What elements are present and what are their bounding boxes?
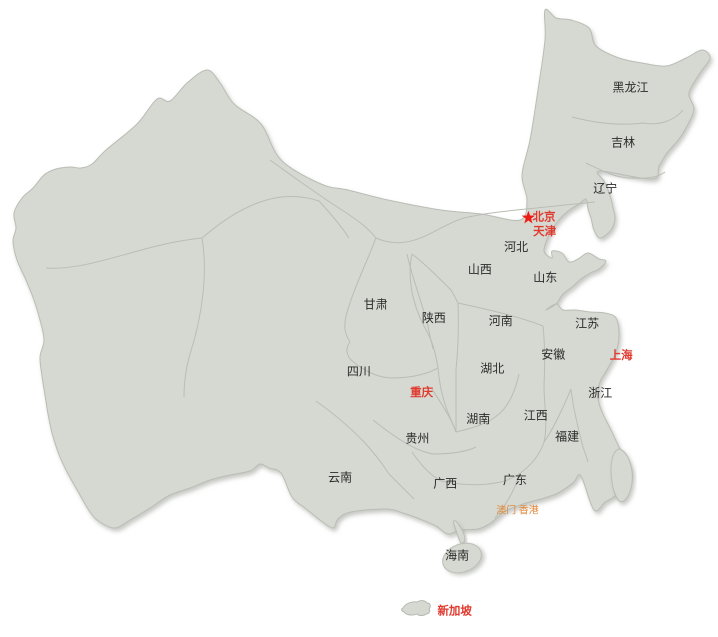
svg-text:甘肃: 甘肃: [364, 298, 388, 312]
svg-text:山东: 山东: [533, 271, 557, 285]
svg-text:新加坡: 新加坡: [437, 604, 472, 618]
svg-text:江苏: 江苏: [575, 317, 599, 331]
svg-text:浙江: 浙江: [588, 386, 612, 400]
svg-text:吉林: 吉林: [611, 136, 635, 150]
svg-text:海南: 海南: [445, 548, 469, 563]
svg-text:天津: 天津: [533, 224, 556, 238]
svg-text:陕西: 陕西: [422, 310, 446, 325]
svg-text:云南: 云南: [328, 470, 352, 485]
svg-text:江西: 江西: [524, 409, 548, 423]
svg-text:重庆: 重庆: [410, 385, 433, 399]
svg-text:山西: 山西: [468, 262, 492, 276]
svg-text:辽宁: 辽宁: [593, 181, 617, 196]
svg-text:广西: 广西: [433, 477, 457, 491]
svg-text:北京: 北京: [533, 210, 556, 224]
svg-text:广东: 广东: [503, 473, 527, 487]
svg-text:四川: 四川: [347, 364, 371, 378]
svg-text:香港: 香港: [519, 505, 539, 517]
svg-text:贵州: 贵州: [405, 431, 429, 445]
svg-text:河南: 河南: [489, 313, 513, 328]
svg-text:河北: 河北: [504, 240, 528, 254]
svg-text:上海: 上海: [610, 348, 633, 362]
svg-text:福建: 福建: [555, 429, 579, 444]
svg-text:湖南: 湖南: [466, 411, 490, 426]
svg-text:安徽: 安徽: [541, 347, 565, 362]
svg-text:黑龙江: 黑龙江: [612, 80, 648, 94]
svg-text:澳门: 澳门: [496, 504, 516, 517]
svg-text:湖北: 湖北: [480, 361, 504, 376]
